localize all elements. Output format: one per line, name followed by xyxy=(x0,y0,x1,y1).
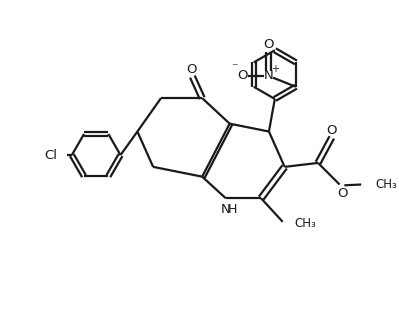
Text: ⁻: ⁻ xyxy=(231,61,237,74)
Text: N: N xyxy=(264,69,273,82)
Text: O: O xyxy=(263,38,274,51)
Text: CH₃: CH₃ xyxy=(375,178,397,191)
Text: CH₃: CH₃ xyxy=(294,217,316,230)
Text: O: O xyxy=(238,69,248,82)
Text: N: N xyxy=(221,203,231,216)
Text: Cl: Cl xyxy=(44,149,57,162)
Text: O: O xyxy=(338,187,348,200)
Text: H: H xyxy=(228,203,237,216)
Text: O: O xyxy=(186,63,197,76)
Text: O: O xyxy=(326,124,337,137)
Text: +: + xyxy=(271,64,279,74)
